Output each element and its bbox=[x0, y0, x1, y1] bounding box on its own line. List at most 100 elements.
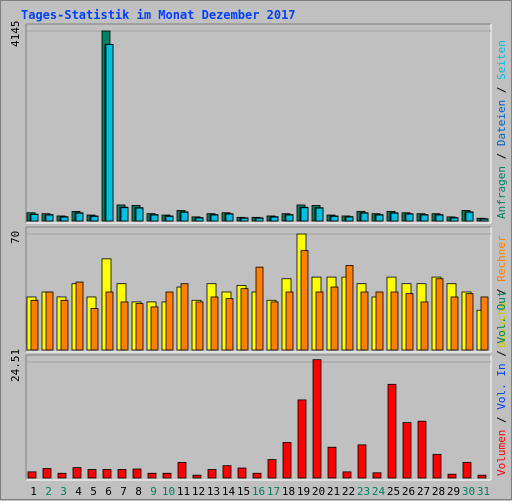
bar-volumen-23 bbox=[357, 444, 367, 479]
xtick-label-10: 10 bbox=[162, 485, 175, 498]
bar-seiten-20 bbox=[315, 207, 324, 222]
bar-rechner-1 bbox=[30, 299, 39, 351]
legend-item-dateien: Dateien bbox=[495, 99, 508, 147]
xtick-label-1: 1 bbox=[30, 485, 37, 498]
legend-item-volumen: Volumen bbox=[495, 429, 508, 476]
legend-separator: / bbox=[495, 79, 508, 100]
legend-item-vol-in: Vol. In bbox=[495, 363, 508, 410]
bar-seiten-22 bbox=[345, 216, 354, 222]
bar-rechner-28 bbox=[435, 278, 444, 351]
xtick-label-30: 30 bbox=[462, 485, 475, 498]
xtick-label-21: 21 bbox=[327, 485, 340, 498]
bar-rechner-8 bbox=[135, 303, 144, 351]
xtick-label-15: 15 bbox=[237, 485, 250, 498]
legend-item-rechner: Rechner bbox=[495, 235, 508, 282]
bar-volumen-14 bbox=[222, 465, 232, 479]
bar-volumen-31 bbox=[477, 474, 487, 479]
bar-seiten-7 bbox=[120, 207, 129, 222]
bar-volumen-5 bbox=[87, 469, 97, 479]
bar-volumen-4 bbox=[72, 467, 82, 479]
bar-rechner-4 bbox=[75, 281, 84, 351]
bar-rechner-13 bbox=[210, 296, 219, 351]
xtick-label-31: 31 bbox=[477, 485, 490, 498]
legend-bottom: Volumen / Vol. In / Vol. Out bbox=[495, 291, 508, 476]
panel-bottom bbox=[26, 355, 491, 480]
bar-volumen-24 bbox=[372, 472, 382, 479]
bar-volumen-10 bbox=[162, 472, 172, 479]
bar-seiten-12 bbox=[195, 217, 204, 222]
panel-top bbox=[26, 24, 491, 223]
xtick-label-4: 4 bbox=[75, 485, 82, 498]
bar-rechner-26 bbox=[405, 293, 414, 351]
bar-seiten-27 bbox=[420, 214, 429, 222]
bar-volumen-27 bbox=[417, 420, 427, 479]
ytick-label-top: 4145 bbox=[9, 20, 22, 48]
bar-volumen-28 bbox=[432, 453, 442, 479]
bar-rechner-12 bbox=[195, 301, 204, 351]
bar-rechner-18 bbox=[285, 291, 294, 351]
bar-rechner-11 bbox=[180, 283, 189, 351]
bar-volumen-13 bbox=[207, 469, 217, 479]
xtick-label-28: 28 bbox=[432, 485, 445, 498]
bar-volumen-15 bbox=[237, 467, 247, 479]
bar-seiten-3 bbox=[60, 216, 69, 222]
xtick-label-9: 9 bbox=[150, 485, 157, 498]
xtick-label-26: 26 bbox=[402, 485, 415, 498]
bar-seiten-24 bbox=[375, 214, 384, 222]
xtick-label-17: 17 bbox=[267, 485, 280, 498]
xtick-label-20: 20 bbox=[312, 485, 325, 498]
bar-seiten-23 bbox=[360, 212, 369, 222]
bar-volumen-6 bbox=[102, 469, 112, 479]
bar-rechner-5 bbox=[90, 308, 99, 351]
bar-seiten-6 bbox=[105, 44, 114, 222]
xtick-label-7: 7 bbox=[120, 485, 127, 498]
bar-rechner-23 bbox=[360, 291, 369, 351]
xtick-label-19: 19 bbox=[297, 485, 310, 498]
bar-rechner-19 bbox=[300, 250, 309, 351]
legend-separator: / bbox=[495, 409, 508, 430]
bar-rechner-27 bbox=[420, 301, 429, 351]
bar-volumen-1 bbox=[27, 471, 37, 479]
bar-seiten-28 bbox=[435, 214, 444, 222]
bar-seiten-15 bbox=[240, 217, 249, 222]
bar-seiten-17 bbox=[270, 216, 279, 222]
legend-separator: / bbox=[495, 146, 508, 167]
bar-seiten-21 bbox=[330, 216, 339, 222]
bar-volumen-30 bbox=[462, 461, 472, 479]
bar-rechner-17 bbox=[270, 301, 279, 351]
bar-rechner-14 bbox=[225, 298, 234, 351]
xtick-label-3: 3 bbox=[60, 485, 67, 498]
legend-item-seiten: Seiten bbox=[495, 40, 508, 80]
bar-rechner-2 bbox=[45, 291, 54, 351]
bar-rechner-9 bbox=[150, 306, 159, 351]
bar-volumen-20 bbox=[312, 359, 322, 479]
bar-rechner-6 bbox=[105, 291, 114, 351]
ytick-label-middle: 70 bbox=[9, 230, 22, 244]
chart-title: Tages-Statistik im Monat Dezember 2017 bbox=[21, 8, 296, 22]
xtick-label-22: 22 bbox=[342, 485, 355, 498]
bar-volumen-8 bbox=[132, 468, 142, 479]
bar-volumen-7 bbox=[117, 469, 127, 479]
bar-volumen-2 bbox=[42, 468, 52, 479]
bar-rechner-7 bbox=[120, 301, 129, 351]
xtick-label-2: 2 bbox=[45, 485, 52, 498]
bar-volumen-26 bbox=[402, 422, 412, 479]
bar-seiten-8 bbox=[135, 207, 144, 222]
xtick-label-8: 8 bbox=[135, 485, 142, 498]
bar-rechner-25 bbox=[390, 291, 399, 351]
bar-rechner-21 bbox=[330, 286, 339, 351]
bar-seiten-9 bbox=[150, 214, 159, 222]
bar-volumen-17 bbox=[267, 459, 277, 479]
bar-rechner-3 bbox=[60, 299, 69, 351]
bar-rechner-15 bbox=[240, 288, 249, 351]
bar-seiten-4 bbox=[75, 212, 84, 222]
xtick-label-13: 13 bbox=[207, 485, 220, 498]
bar-volumen-12 bbox=[192, 474, 202, 479]
bar-volumen-9 bbox=[147, 472, 157, 479]
xtick-label-6: 6 bbox=[105, 485, 112, 498]
bar-rechner-10 bbox=[165, 291, 174, 351]
bar-volumen-29 bbox=[447, 473, 457, 479]
xtick-label-14: 14 bbox=[222, 485, 236, 498]
bar-volumen-16 bbox=[252, 472, 262, 479]
